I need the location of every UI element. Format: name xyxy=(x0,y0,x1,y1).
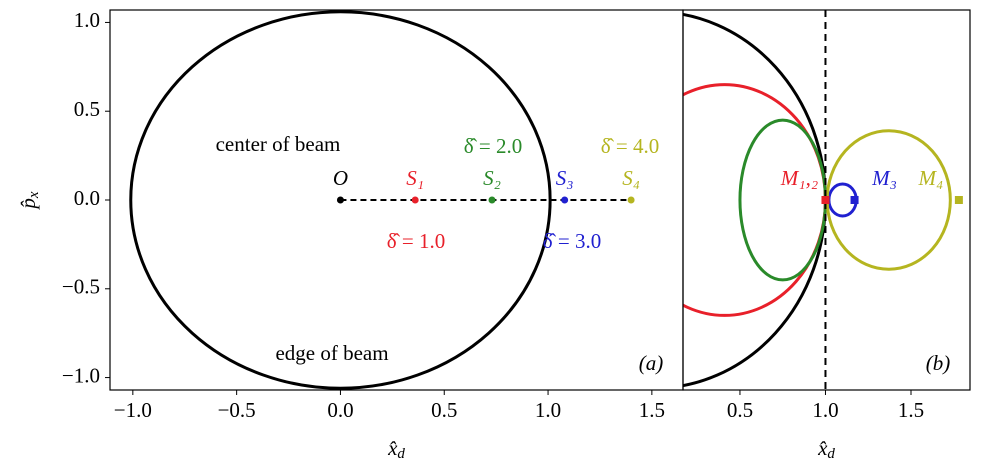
point xyxy=(411,196,419,204)
y-tick-label: 1.0 xyxy=(74,8,100,32)
point xyxy=(561,196,569,204)
x-axis-label: x̂d xyxy=(817,436,835,463)
x-tick-label: 1.5 xyxy=(898,398,924,422)
point-label: M₄ xyxy=(917,166,943,190)
point-label: S₂ xyxy=(483,166,501,190)
y-tick-label: −0.5 xyxy=(62,275,100,299)
point xyxy=(954,196,963,204)
point-label: S₁ xyxy=(406,166,424,190)
plot-area xyxy=(683,10,963,390)
point xyxy=(627,196,635,204)
plot-frame xyxy=(109,9,684,391)
point xyxy=(821,196,830,204)
x-tick-label: −0.5 xyxy=(218,398,256,422)
beam-curve xyxy=(129,10,552,390)
x-axis-label-base: x̂ xyxy=(817,436,828,460)
y-axis-label-sub: x xyxy=(26,191,42,199)
point-label: S₄ xyxy=(622,166,640,190)
beam-curve xyxy=(683,83,827,317)
point-label: S₃ xyxy=(556,166,574,190)
point xyxy=(336,196,344,204)
point-label: O xyxy=(333,166,348,190)
point-label: M₃ xyxy=(871,166,897,190)
plot-frame xyxy=(682,9,971,391)
y-tick-label: −1.0 xyxy=(62,363,100,387)
beam-curve xyxy=(738,118,827,282)
plot-area xyxy=(129,10,635,390)
point-label: M₁,₂ xyxy=(780,166,818,190)
x-axis-label-base: x̂ xyxy=(387,436,398,460)
x-axis-label: x̂d xyxy=(387,436,405,463)
annotation: center of beam xyxy=(216,132,341,156)
x-tick-label: 0.5 xyxy=(431,398,457,422)
x-tick-label: 1.0 xyxy=(535,398,561,422)
point xyxy=(488,196,496,204)
annotation: edge of beam xyxy=(275,341,388,365)
annotation: δ̂ = 2.0 xyxy=(464,134,523,158)
panel-label: (a) xyxy=(639,351,664,375)
annotation: δ̂ = 1.0 xyxy=(387,229,446,253)
x-tick-label: −1.0 xyxy=(114,398,152,422)
x-tick-label: 1.5 xyxy=(639,398,665,422)
beam-curve xyxy=(825,129,952,271)
panel-label: (b) xyxy=(926,351,951,375)
x-tick-label: 1.0 xyxy=(812,398,838,422)
y-tick-label: 0.0 xyxy=(74,186,100,210)
x-tick-label: 0.0 xyxy=(327,398,353,422)
y-tick-label: 0.5 xyxy=(74,97,100,121)
x-tick-label: 0.5 xyxy=(727,398,753,422)
x-axis-label-sub: d xyxy=(397,446,405,462)
y-axis-label-base: p̂ xyxy=(16,198,40,211)
annotation: δ̂ = 3.0 xyxy=(543,229,602,253)
x-axis-label-sub: d xyxy=(827,446,835,462)
annotation: δ̂ = 4.0 xyxy=(601,134,660,158)
point xyxy=(850,196,859,204)
y-axis-label: p̂x xyxy=(16,191,43,211)
